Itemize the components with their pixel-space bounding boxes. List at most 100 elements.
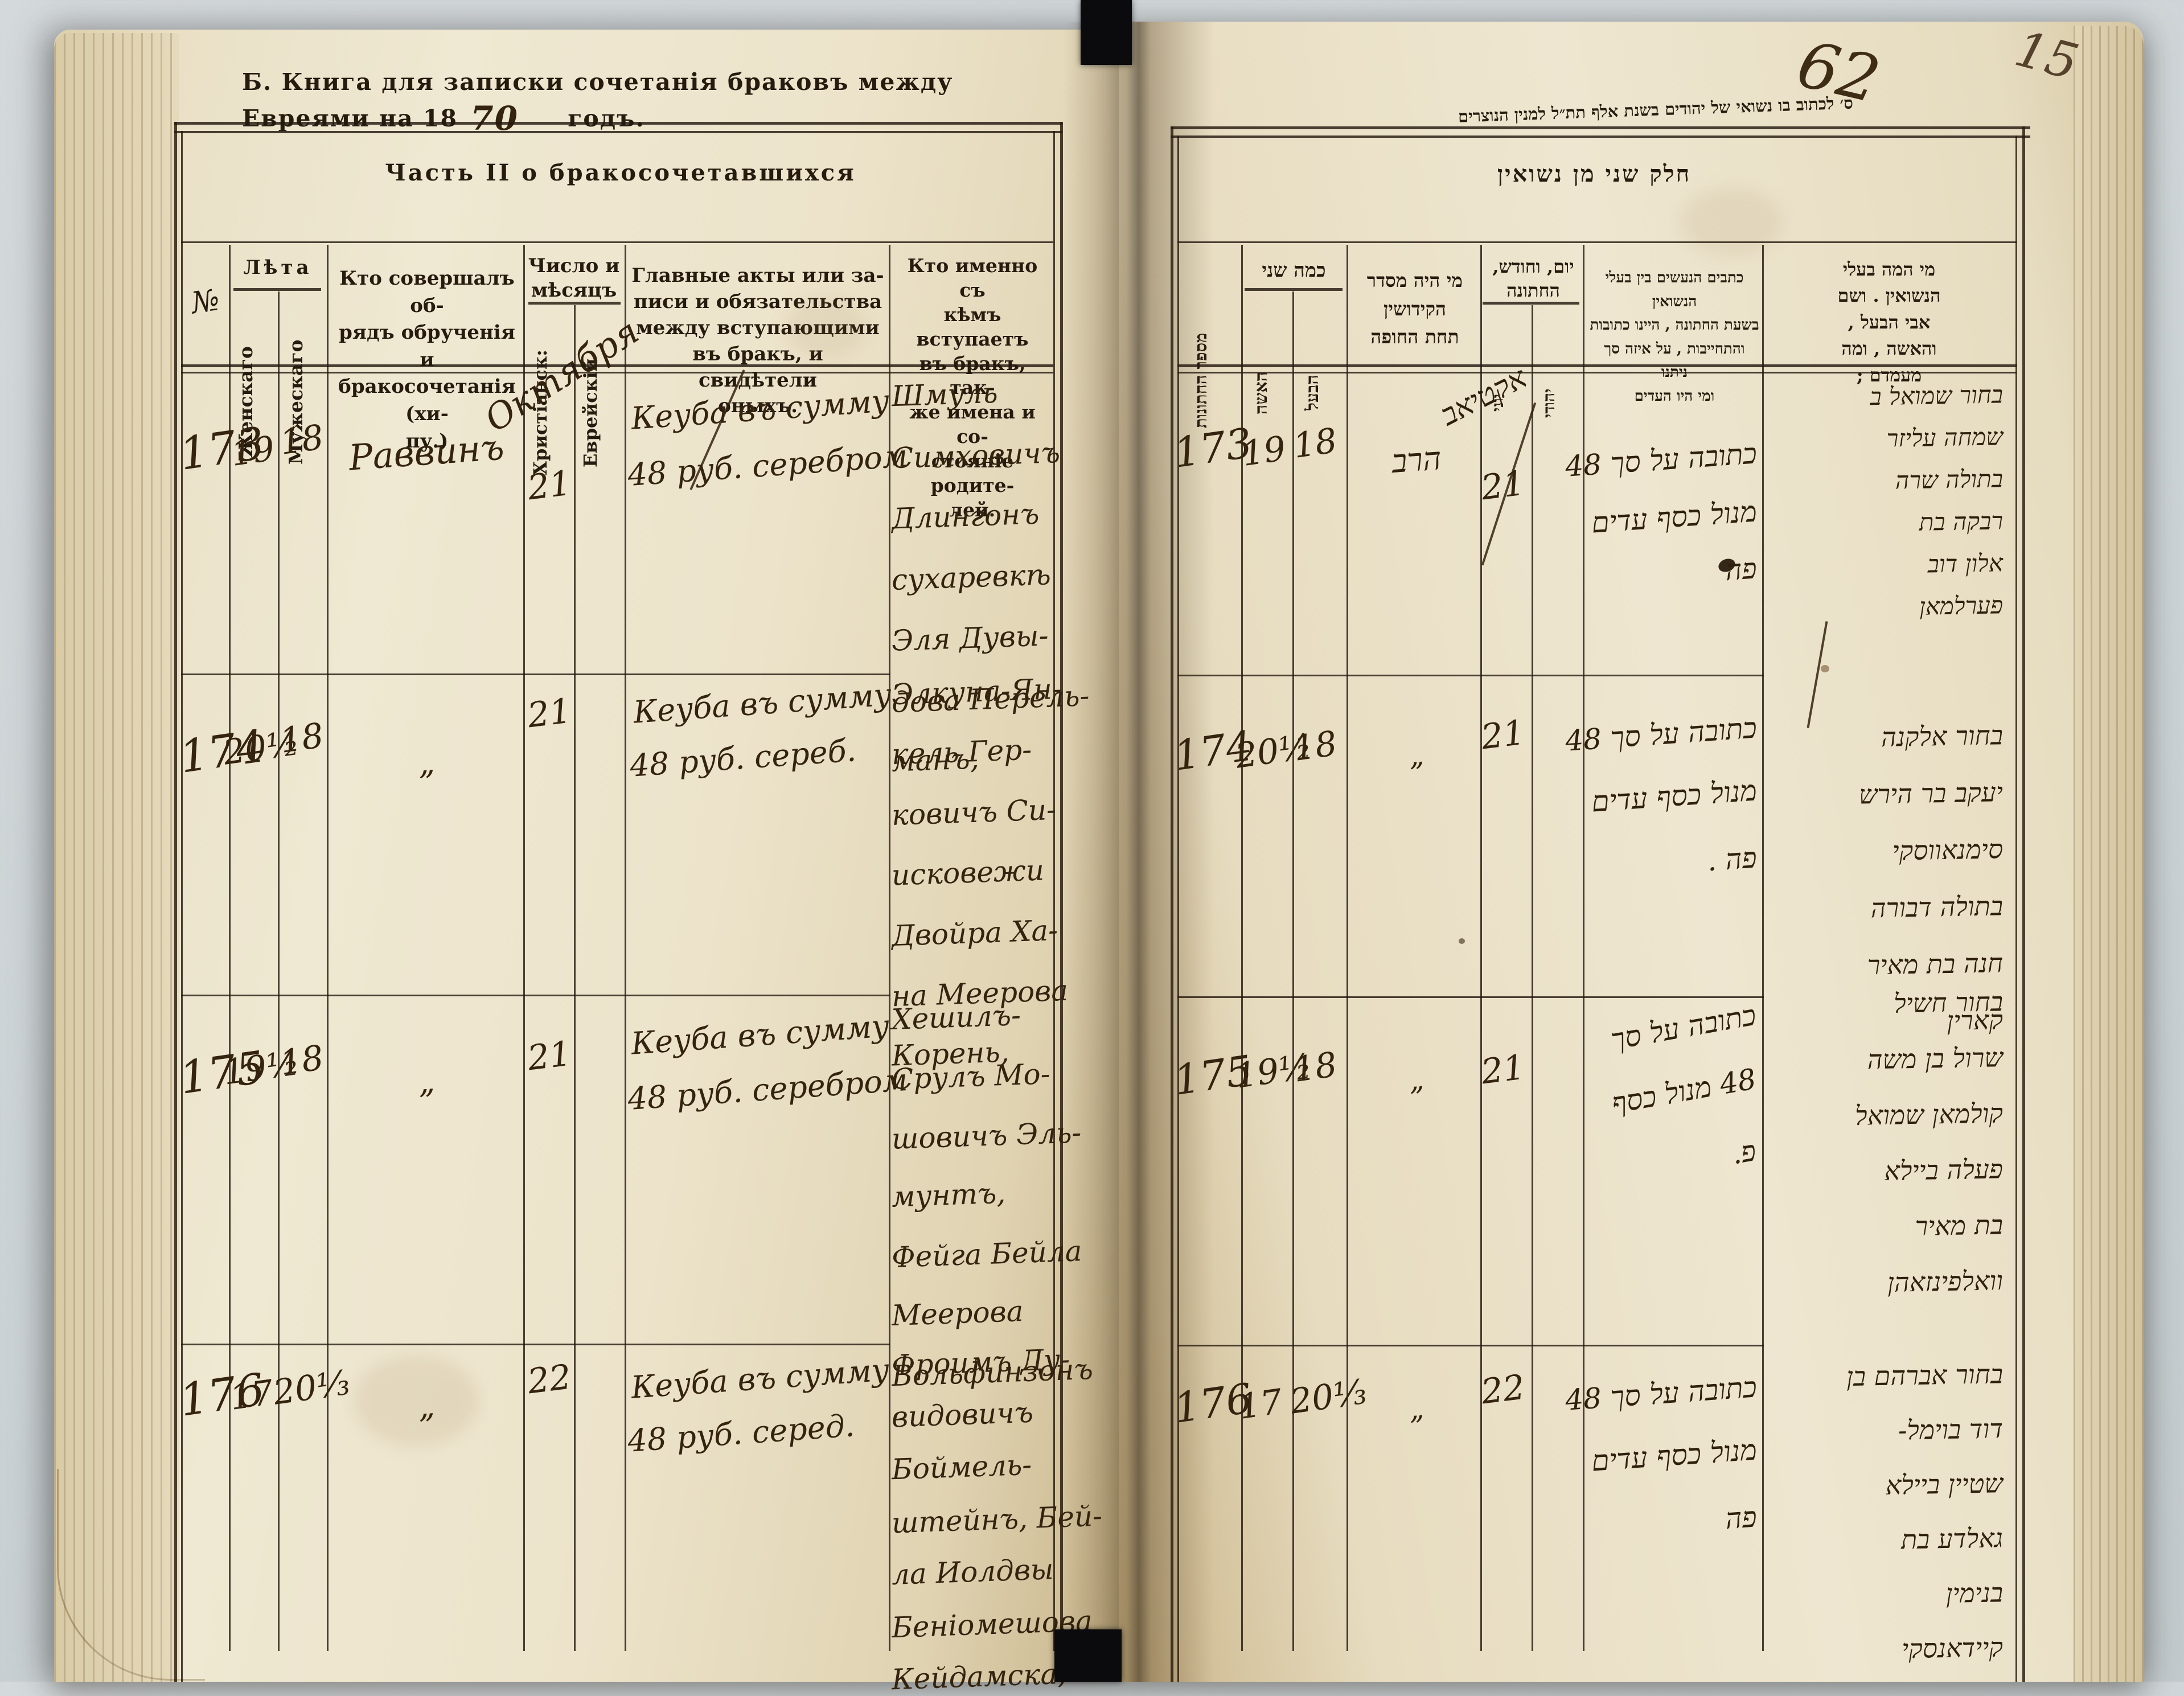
table-rule bbox=[1177, 996, 1764, 998]
wife-age: 19½ bbox=[1233, 1046, 1315, 1097]
names-entry-line: Элкуна-Ян- bbox=[891, 672, 1062, 712]
table-rule bbox=[1171, 135, 2030, 138]
wife-age: 20½ bbox=[1233, 726, 1315, 777]
names-entry-line: אלון דוב bbox=[1927, 549, 2004, 578]
table-rule bbox=[1241, 245, 1243, 1651]
col-header-husband-age: Мужескаго bbox=[285, 339, 307, 465]
names-entry-line: кель Гер- bbox=[891, 733, 1032, 771]
col-header-acts-he: כתבים הנעשים בין בעלי הנשואין בשעת החתונ… bbox=[1590, 269, 1759, 405]
table-rule bbox=[2015, 135, 2017, 1682]
names-entry-line: Боймель- bbox=[891, 1448, 1032, 1486]
names-entry-line: Эля Дувы- bbox=[891, 619, 1049, 658]
names-entry-line: בחור אברהם בן bbox=[1846, 1358, 2004, 1393]
table-rule bbox=[1346, 245, 1348, 1651]
names-entry-line: ковичъ Си- bbox=[891, 792, 1057, 832]
husband-age: 18 bbox=[277, 716, 326, 761]
left-table-caption: Часть II о бракосочетавшихся bbox=[385, 159, 856, 186]
wedding-date: 22 bbox=[525, 1357, 574, 1402]
wedding-date: 21 bbox=[1479, 463, 1528, 508]
row-number: 176 bbox=[1171, 1374, 1255, 1432]
table-rule bbox=[181, 1344, 890, 1345]
table-rule bbox=[181, 372, 1053, 373]
col-header-number: № bbox=[189, 282, 222, 321]
paper-stain bbox=[1680, 188, 1782, 256]
names-entry-line: בחור חשיל bbox=[1893, 986, 2004, 1019]
table-rule bbox=[233, 288, 321, 291]
names-entry-line: בנימין bbox=[1945, 1577, 2004, 1609]
col-header-age-group: Лѣта bbox=[243, 256, 313, 279]
row-number: 173 bbox=[176, 417, 268, 481]
paper-stain bbox=[353, 1355, 478, 1446]
left-page-title: Б. Книга для записки сочетанія браковъ м… bbox=[242, 68, 1073, 138]
row-number: 175 bbox=[1171, 1046, 1255, 1104]
names-entry-line: шовичъ Эль- bbox=[891, 1116, 1082, 1156]
table-rule bbox=[1292, 291, 1294, 1651]
title-text: Б. Книга для записки сочетанія браковъ м… bbox=[242, 68, 954, 132]
names-entry-line: וואלפינזאהן bbox=[1887, 1265, 2004, 1298]
table-rule bbox=[278, 291, 280, 1651]
table-rule bbox=[1532, 305, 1533, 1651]
names-entry-line: Кейдамска, bbox=[891, 1657, 1067, 1696]
names-entry-line: Длингонъ bbox=[891, 497, 1040, 536]
husband-age: 18 bbox=[1291, 724, 1340, 769]
names-entry-line: קיידאנסקי bbox=[1901, 1632, 2004, 1665]
table-rule bbox=[1480, 245, 1482, 1651]
wedding-date: 21 bbox=[1479, 1047, 1528, 1093]
names-entry-line: Срулъ Мо- bbox=[891, 1057, 1051, 1096]
table-rule bbox=[327, 245, 329, 1651]
table-rule bbox=[1171, 126, 2030, 129]
husband-age: 18 bbox=[1291, 1045, 1340, 1090]
table-rule bbox=[181, 364, 1053, 367]
names-entry-line: סימנאווסקי bbox=[1892, 833, 2004, 867]
table-rule bbox=[1177, 364, 2017, 367]
book-strap-bottom bbox=[1054, 1629, 1122, 1682]
table-rule bbox=[174, 131, 1062, 133]
wife-age: 20½ bbox=[220, 722, 302, 773]
names-entry-line: Двойра Ха- bbox=[891, 913, 1059, 953]
names-entry-line: בתולה דבורה bbox=[1870, 890, 2004, 924]
table-rule bbox=[528, 302, 621, 305]
ink-blot bbox=[1459, 938, 1465, 944]
row-number: 174 bbox=[1171, 721, 1255, 780]
wedding-date: 22 bbox=[1479, 1367, 1528, 1412]
names-entry-line: פערלמאן bbox=[1919, 591, 2004, 621]
table-rule bbox=[1177, 675, 1764, 676]
names-entry-line: мунтъ, bbox=[891, 1176, 1006, 1214]
wedding-date: 21 bbox=[525, 691, 574, 736]
wife-age: 19 bbox=[1239, 429, 1288, 474]
wife-age: 17 bbox=[227, 1373, 276, 1418]
husband-age: 18 bbox=[277, 417, 326, 463]
book-strap-top bbox=[1081, 0, 1132, 65]
table-rule bbox=[1171, 126, 1173, 1682]
names-entry-line: Шмуль bbox=[891, 376, 999, 413]
names-entry-line: видовичъ bbox=[891, 1395, 1034, 1434]
names-entry-line: Фроимъ Ду- bbox=[891, 1342, 1070, 1382]
title-suffix: годъ. bbox=[568, 105, 645, 132]
col-header-officiant-he: מי היה מסדר הקידושין תחת החופה bbox=[1366, 269, 1463, 348]
names-entry-line: רבקה בת bbox=[1919, 507, 2004, 536]
husband-age: 20⅓ bbox=[270, 1362, 352, 1413]
table-rule bbox=[174, 122, 177, 1682]
husband-age: 18 bbox=[1291, 421, 1340, 466]
names-entry-line: דוד בוימל- bbox=[1898, 1413, 2004, 1446]
names-entry-line: גאלדע בת bbox=[1900, 1522, 2004, 1555]
names-entry-line: ла Иолдвы bbox=[891, 1553, 1054, 1591]
husband-age: 20⅓ bbox=[1287, 1371, 1369, 1422]
names-entry-line: сухаревкѣ bbox=[891, 558, 1052, 597]
table-rule bbox=[523, 245, 525, 1651]
book-gutter bbox=[1064, 22, 1214, 1682]
names-entry-line: исковежи bbox=[891, 853, 1045, 892]
names-entry-line: בחור שמואל ב bbox=[1869, 380, 2004, 411]
col-header-wife-age: Женскаго bbox=[235, 346, 257, 458]
table-rule bbox=[889, 245, 890, 1651]
wife-age: 19½ bbox=[220, 1042, 302, 1093]
left-page bbox=[54, 30, 1119, 1682]
names-entry-line: Фейга Бейла bbox=[891, 1234, 1083, 1274]
wedding-date: 21 bbox=[525, 463, 574, 508]
right-table-caption: חלק שני מן נשואין bbox=[1497, 161, 1692, 187]
row-number: 173 bbox=[1171, 418, 1255, 477]
names-entry-line: חנה בת מאיר bbox=[1867, 947, 2004, 981]
table-rule bbox=[229, 245, 231, 1651]
table-rule bbox=[1583, 245, 1584, 1651]
